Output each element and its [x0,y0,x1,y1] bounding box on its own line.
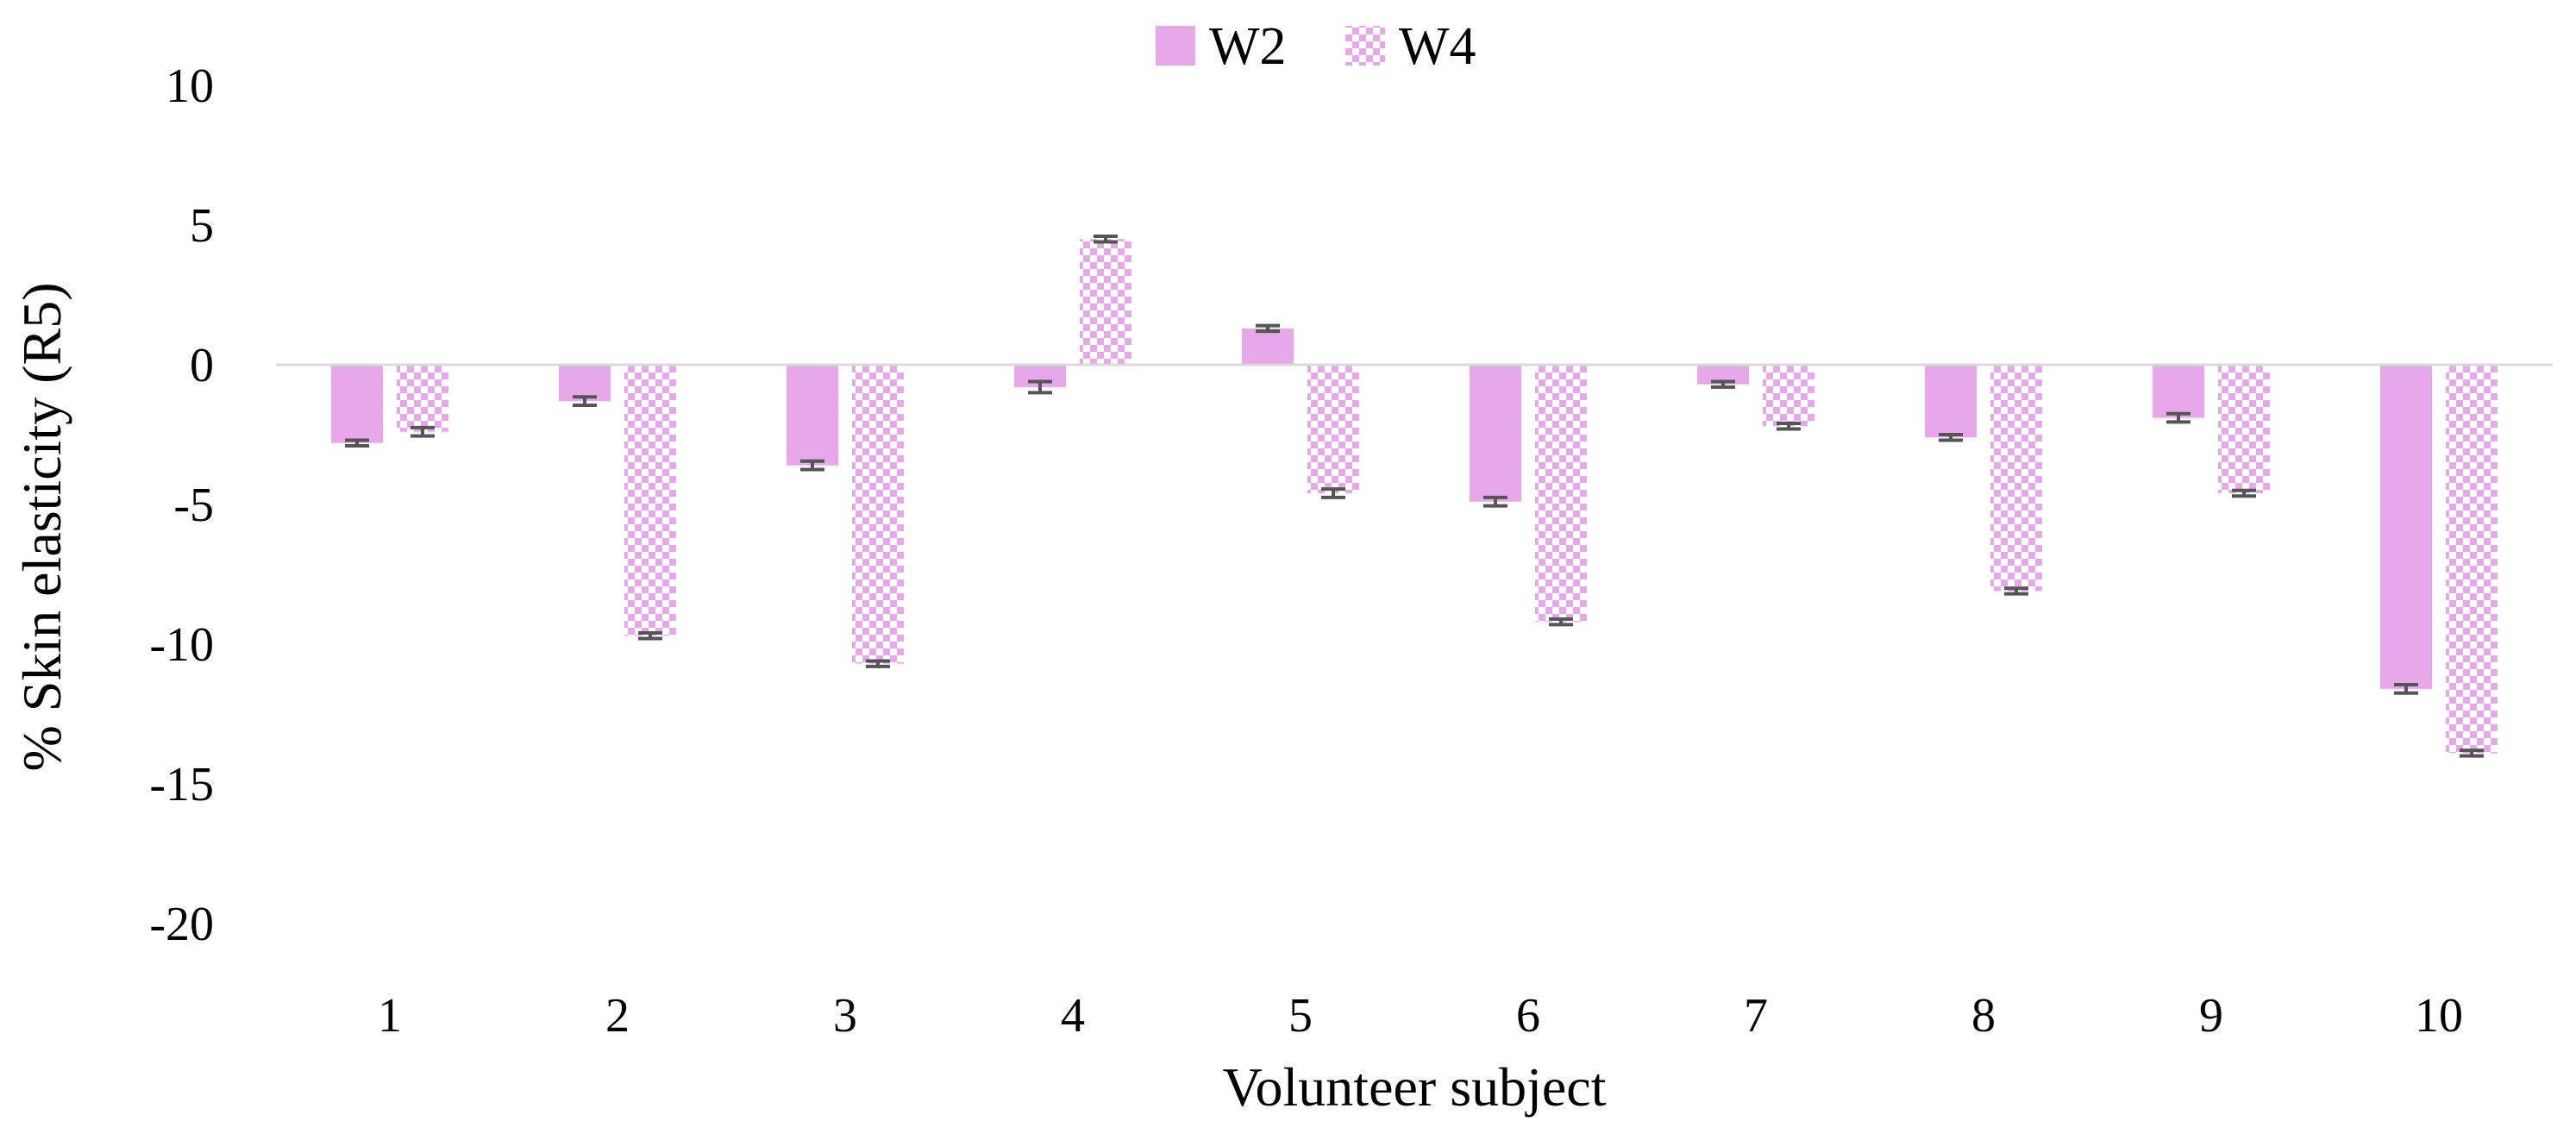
legend-swatch-w2 [1156,26,1195,66]
y-axis-ticks: 10 5 0 -5 -10 -15 -20 [149,59,214,951]
error-bar-w4-subject-3 [866,659,890,668]
bars [331,239,2498,754]
bar-w2-subject-5 [1242,328,1294,365]
x-tick-label: 8 [1971,989,1996,1043]
bar-w4-subject-1 [397,365,448,432]
error-bar-w2-subject-10 [2394,682,2418,695]
bar-w4-subject-2 [624,365,676,636]
x-tick-label: 1 [378,989,402,1043]
x-tick-label: 10 [2415,989,2463,1043]
y-tick-label: -20 [149,898,214,951]
legend-label-w4: W4 [1399,17,1476,76]
y-tick-label: -5 [173,479,214,532]
legend: W2 W4 [1156,17,1476,76]
x-tick-label: 3 [833,989,857,1043]
bar-w4-subject-5 [1307,365,1359,494]
y-tick-label: 10 [166,59,214,113]
x-tick-label: 4 [1061,989,1085,1043]
bar-w2-subject-7 [1697,365,1749,385]
x-tick-label: 9 [2199,989,2223,1043]
bar-w4-subject-4 [1080,239,1131,365]
bar-w2-subject-2 [559,365,611,402]
bar-w2-subject-10 [2380,365,2432,689]
bar-w2-subject-9 [2153,365,2204,418]
bar-w2-subject-3 [787,365,838,466]
error-bar-w4-subject-7 [1777,422,1801,431]
y-tick-label: -15 [149,758,214,811]
error-bar-w4-subject-5 [1321,487,1345,499]
legend-label-w2: W2 [1209,17,1287,76]
bar-w4-subject-7 [1763,365,1814,427]
error-bar-w2-subject-8 [1939,433,1963,442]
bar-w4-subject-10 [2446,365,2498,754]
bar-w4-subject-8 [1990,365,2042,592]
x-axis-ticks: 1 2 3 4 5 6 7 8 9 10 [378,989,2463,1043]
error-bar-w4-subject-4 [1094,234,1118,244]
error-bar-w2-subject-9 [2166,411,2191,424]
error-bar-w4-subject-10 [2460,748,2484,758]
bar-w4-subject-3 [852,365,904,664]
error-bar-w2-subject-2 [573,395,597,407]
error-bars [345,234,2484,758]
bar-w2-subject-6 [1470,365,1521,502]
error-bar-w2-subject-3 [800,459,824,472]
y-tick-label: 0 [190,339,214,392]
bar-w2-subject-1 [331,365,383,443]
error-bar-w4-subject-6 [1549,617,1573,627]
x-tick-label: 2 [605,989,630,1043]
error-bar-w4-subject-9 [2232,488,2256,498]
bar-w4-subject-6 [1535,365,1587,623]
error-bar-w2-subject-6 [1483,495,1507,508]
x-tick-label: 6 [1516,989,1540,1043]
x-tick-label: 7 [1744,989,1768,1043]
legend-swatch-w4 [1345,26,1385,66]
bar-w2-subject-8 [1925,365,1977,438]
error-bar-w4-subject-8 [2004,586,2028,596]
error-bar-w2-subject-7 [1711,379,1735,389]
x-tick-label: 5 [1288,989,1313,1043]
error-bar-w4-subject-1 [411,425,435,438]
x-axis-title: Volunteer subject [1223,1056,1607,1118]
error-bar-w2-subject-4 [1028,379,1052,395]
bar-w4-subject-9 [2218,365,2270,494]
y-axis-title: % Skin elasticity (R5) [11,282,72,771]
error-bar-w2-subject-1 [345,438,369,448]
y-tick-label: -10 [149,618,214,672]
y-tick-label: 5 [190,199,214,253]
error-bar-w4-subject-2 [638,631,662,641]
error-bar-w2-subject-5 [1256,323,1280,334]
